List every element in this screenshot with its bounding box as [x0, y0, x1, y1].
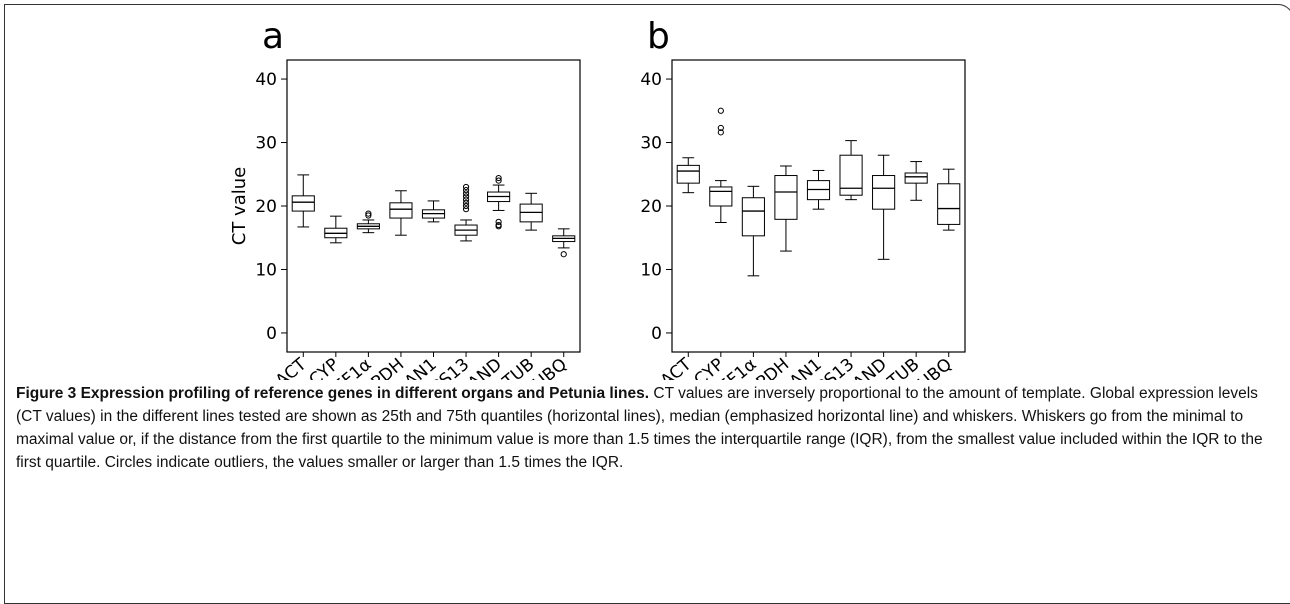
outlier [462, 196, 470, 203]
outlier [462, 193, 470, 200]
y-tick-label: 30 [640, 134, 662, 154]
y-tick-label: 0 [266, 324, 277, 344]
y-tick-label: 40 [640, 70, 662, 90]
outlier [462, 190, 470, 197]
y-tick-label: 10 [255, 260, 277, 280]
outlier [365, 212, 372, 219]
box [774, 175, 798, 220]
panel-label: b [647, 16, 670, 57]
outlier [495, 223, 502, 230]
outlier [462, 183, 470, 191]
outlier [462, 199, 470, 206]
outlier [365, 210, 372, 217]
y-axis-label: CT value [229, 167, 250, 245]
box [741, 197, 765, 237]
page: aCT value010203040ACTCYPEF1αGAPDHRAN1RPS… [4, 4, 1290, 604]
box [872, 175, 896, 210]
caption: Figure 3 Expression profiling of referen… [16, 382, 1278, 474]
box [389, 202, 413, 219]
caption-text: CT values are inversely proportional to … [16, 385, 1263, 471]
caption-title: Figure 3 Expression profiling of referen… [16, 385, 650, 402]
outlier [462, 202, 470, 210]
outlier [462, 187, 470, 194]
outlier [462, 206, 470, 213]
outlier [495, 218, 502, 225]
y-tick-label: 20 [255, 197, 277, 217]
y-tick-label: 40 [255, 70, 277, 90]
outlier [717, 124, 724, 132]
box [291, 195, 315, 212]
outlier [560, 251, 567, 258]
y-tick-label: 30 [255, 134, 277, 154]
outlier [495, 177, 502, 184]
box [937, 183, 961, 225]
box [839, 154, 863, 196]
y-tick-label: 20 [640, 197, 662, 217]
panel-label: a [262, 16, 284, 57]
outlier [717, 107, 724, 114]
box [676, 164, 700, 184]
box [709, 186, 733, 207]
outlier [717, 129, 724, 136]
y-tick-label: 10 [640, 260, 662, 280]
y-tick-label: 0 [651, 324, 662, 344]
outlier [495, 174, 502, 182]
figure: aCT value010203040ACTCYPEF1αGAPDHRAN1RPS… [229, 16, 966, 380]
box [904, 172, 928, 184]
